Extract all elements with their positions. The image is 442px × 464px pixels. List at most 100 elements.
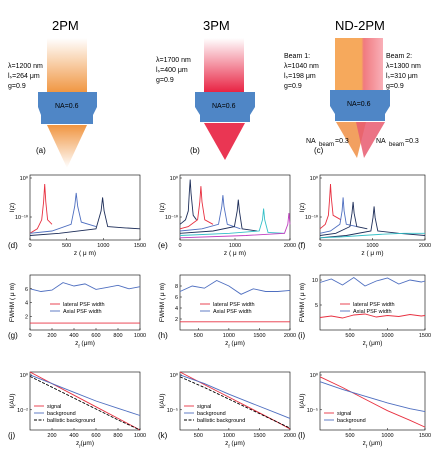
x-axis-label-h: zf (μm) xyxy=(225,340,245,349)
y-axis-label-f: I(z) xyxy=(299,203,306,212)
x-tick-label-j-4: 1000 xyxy=(134,433,146,439)
objective-nd2pm xyxy=(330,90,390,121)
legend-label-g-1: Axial PSF width xyxy=(63,309,102,315)
x-tick-label-g-1: 200 xyxy=(47,333,56,339)
param-3pm-3: g=0.9 xyxy=(156,77,174,84)
series-line-l-1 xyxy=(319,381,426,413)
plots: 0 500 1000 1500 10⁰ 10⁻¹⁰ I(z) z ( μ m) (d) 0 1000… xyxy=(8,174,431,449)
panel-k: (k) xyxy=(158,431,168,440)
chart-f: 0 1000 2000 10⁰ 10⁻¹⁰ I(z) z ( μ m) (f) xyxy=(298,174,431,257)
title-nd2pm: ND-2PM xyxy=(335,18,385,33)
beam1-param-2: lₛ=198 μm xyxy=(284,73,316,80)
svg-text:=0.3: =0.3 xyxy=(405,138,419,145)
x-tick-label-d-3: 1500 xyxy=(134,243,146,249)
series-line-g-1 xyxy=(29,282,141,292)
y-tick-label-k-0: 10⁰ xyxy=(170,372,179,379)
y-tick-label-g-2: 6 xyxy=(25,287,28,293)
objective-3pm xyxy=(195,92,255,122)
x-tick-label-j-3: 800 xyxy=(113,433,122,439)
x-axis-label-g: zf (μm) xyxy=(75,340,95,349)
x-tick-label-j-2: 600 xyxy=(91,433,100,439)
column-2pm: 2PM λ=1200 nm lₛ=264 μm g=0.9 NA=0.6 (a) xyxy=(8,18,97,168)
param-2pm-1: λ=1200 nm xyxy=(8,63,43,70)
cone-beam2 xyxy=(356,122,385,158)
series-line-h-1 xyxy=(179,279,291,295)
x-tick-label-j-0: 200 xyxy=(47,433,56,439)
series-line-i-1 xyxy=(319,276,426,287)
legend-label-k-0: signal xyxy=(197,404,211,410)
panel-b: (b) xyxy=(190,146,200,155)
title-3pm: 3PM xyxy=(203,18,230,33)
y-tick-label-g-0: 2 xyxy=(25,314,28,320)
y-tick-label-j-0: 10⁰ xyxy=(20,372,29,379)
plot-frame-f xyxy=(319,174,426,241)
series-line-k-1 xyxy=(179,374,291,419)
chart-e: 0 1000 2000 10⁰ 10⁻¹⁰ I(z) z ( μ m) (e) xyxy=(158,174,296,257)
y-tick-label-e-1: 10⁻¹⁰ xyxy=(165,214,179,221)
series-line-f-1 xyxy=(319,197,357,234)
x-tick-label-h-2: 1500 xyxy=(253,333,265,339)
legend-label-h-1: Axial PSF width xyxy=(213,309,252,315)
svg-text:NA: NA xyxy=(306,138,316,145)
x-tick-label-g-4: 800 xyxy=(113,333,122,339)
na-2pm: NA=0.6 xyxy=(55,103,79,110)
panel-e: (e) xyxy=(158,241,168,250)
y-tick-label-j-1: 10⁻² xyxy=(17,408,28,414)
series-line-f-0 xyxy=(319,183,342,230)
na-beam-left-label: NA beam =0.3 xyxy=(306,138,349,148)
svg-text:NA: NA xyxy=(376,138,386,145)
plot-frame-d xyxy=(29,174,141,241)
x-tick-label-d-2: 1000 xyxy=(97,243,109,249)
series-line-l-0 xyxy=(319,376,426,428)
x-tick-label-g-0: 0 xyxy=(28,333,31,339)
column-3pm: 3PM λ=1700 nm lₛ=400 μm g=0.9 NA=0.6 (b) xyxy=(156,18,255,160)
y-tick-label-g-1: 4 xyxy=(25,301,28,307)
series-line-i-0 xyxy=(319,313,426,319)
x-axis-label-e: z ( μ m) xyxy=(224,250,246,257)
param-3pm-2: lₛ=400 μm xyxy=(156,67,188,74)
y-tick-label-h-3: 8 xyxy=(175,284,178,290)
x-axis-label-j: zf(μm) xyxy=(76,440,94,449)
panel-i: (i) xyxy=(298,331,305,340)
y-axis-label-j: I(AU) xyxy=(9,393,16,408)
y-tick-label-l-1: 10⁻⁵ xyxy=(307,407,318,414)
series-line-e-0 xyxy=(179,179,197,225)
beam1-label: Beam 1: xyxy=(284,53,310,60)
na-beam-right-label: NA beam =0.3 xyxy=(376,138,419,148)
cone-2pm xyxy=(47,125,87,168)
title-2pm: 2PM xyxy=(52,18,79,33)
series-line-d-0 xyxy=(29,183,53,234)
y-axis-label-l: I(AU) xyxy=(299,393,306,408)
plot-frame-e xyxy=(179,174,291,241)
x-axis-label-k: zf (μm) xyxy=(225,440,245,449)
chart-d: 0 500 1000 1500 10⁰ 10⁻¹⁰ I(z) z ( μ m) (d) xyxy=(8,174,146,257)
param-3pm-1: λ=1700 nm xyxy=(156,57,191,64)
x-tick-label-d-0: 0 xyxy=(28,243,31,249)
param-2pm-2: lₛ=264 μm xyxy=(8,73,40,80)
plot-frame-l xyxy=(319,371,426,431)
x-tick-label-e-1: 1000 xyxy=(229,243,241,249)
x-tick-label-l-2: 1500 xyxy=(419,433,431,439)
column-nd2pm: ND-2PM Beam 1: λ=1040 nm lₛ=198 μm g=0.9… xyxy=(284,18,421,158)
x-tick-label-e-0: 0 xyxy=(178,243,181,249)
beam2-param-3: g=0.9 xyxy=(386,83,404,90)
x-tick-label-k-2: 1500 xyxy=(253,433,265,439)
beam2-param-1: λ=1300 nm xyxy=(386,63,421,70)
panel-d: (d) xyxy=(8,241,18,250)
legend-label-h-0: lateral PSF width xyxy=(213,302,255,308)
na-nd2pm: NA=0.6 xyxy=(347,101,371,108)
chart-g: 0 200 400 600 800 1000 2 4 6 FWHM ( μ m) zf (μm) (g… xyxy=(8,274,146,349)
legend-label-j-0: signal xyxy=(47,404,61,410)
svg-text:=0.3: =0.3 xyxy=(335,138,349,145)
beam-nd2pm xyxy=(335,38,383,93)
legend-label-g-0: lateral PSF width xyxy=(63,302,105,308)
x-tick-label-g-5: 1000 xyxy=(134,333,146,339)
y-tick-label-h-0: 2 xyxy=(175,317,178,323)
y-tick-label-f-1: 10⁻¹⁰ xyxy=(305,214,319,221)
y-tick-label-d-1: 10⁻¹⁰ xyxy=(15,214,29,221)
beam2-param-2: lₛ=310 μm xyxy=(386,73,418,80)
x-tick-label-d-1: 500 xyxy=(62,243,71,249)
series-line-d-1 xyxy=(29,192,97,234)
x-axis-label-i: zf (μm) xyxy=(363,340,383,349)
